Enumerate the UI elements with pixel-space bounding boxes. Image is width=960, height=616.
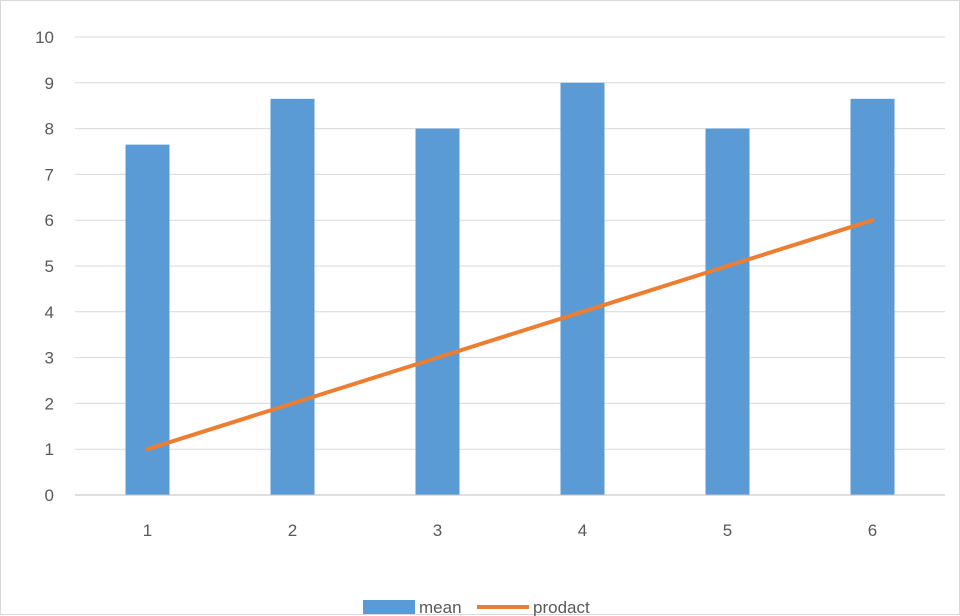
bar-series-mean (125, 82, 895, 496)
x-tick-label: 5 (723, 521, 732, 540)
bar-mean-6 (850, 98, 895, 495)
y-tick-label: 1 (45, 440, 54, 459)
line-prodact (145, 218, 875, 452)
y-tick-label: 8 (45, 120, 54, 139)
bar-mean-1 (125, 144, 170, 495)
y-axis-tick-labels: 0 1 2 3 4 5 6 7 8 9 10 (35, 28, 54, 505)
legend-label-mean: mean (419, 598, 462, 616)
bar-mean-5 (705, 128, 750, 495)
bar-mean-2 (270, 98, 315, 495)
y-tick-label: 7 (45, 165, 54, 184)
x-tick-label: 4 (578, 521, 587, 540)
gridlines (75, 36, 945, 450)
x-axis-tick-labels: 1 2 3 4 5 6 (143, 521, 877, 540)
y-tick-label: 6 (45, 211, 54, 230)
x-tick-label: 3 (433, 521, 442, 540)
legend-label-prodact: prodact (533, 598, 590, 616)
bar-mean-3 (415, 128, 460, 495)
line-series-prodact (145, 218, 875, 452)
x-tick-label: 1 (143, 521, 152, 540)
y-tick-label: 3 (45, 349, 54, 368)
legend: mean prodact (363, 598, 590, 616)
y-tick-label: 2 (45, 394, 54, 413)
bar-mean-4 (560, 82, 605, 496)
y-tick-label: 5 (45, 257, 54, 276)
y-tick-label: 0 (45, 486, 54, 505)
x-tick-label: 2 (288, 521, 297, 540)
legend-swatch-mean (363, 600, 415, 614)
x-tick-label: 6 (868, 521, 877, 540)
y-tick-label: 10 (35, 28, 54, 47)
y-tick-label: 9 (45, 74, 54, 93)
y-tick-label: 4 (45, 303, 54, 322)
